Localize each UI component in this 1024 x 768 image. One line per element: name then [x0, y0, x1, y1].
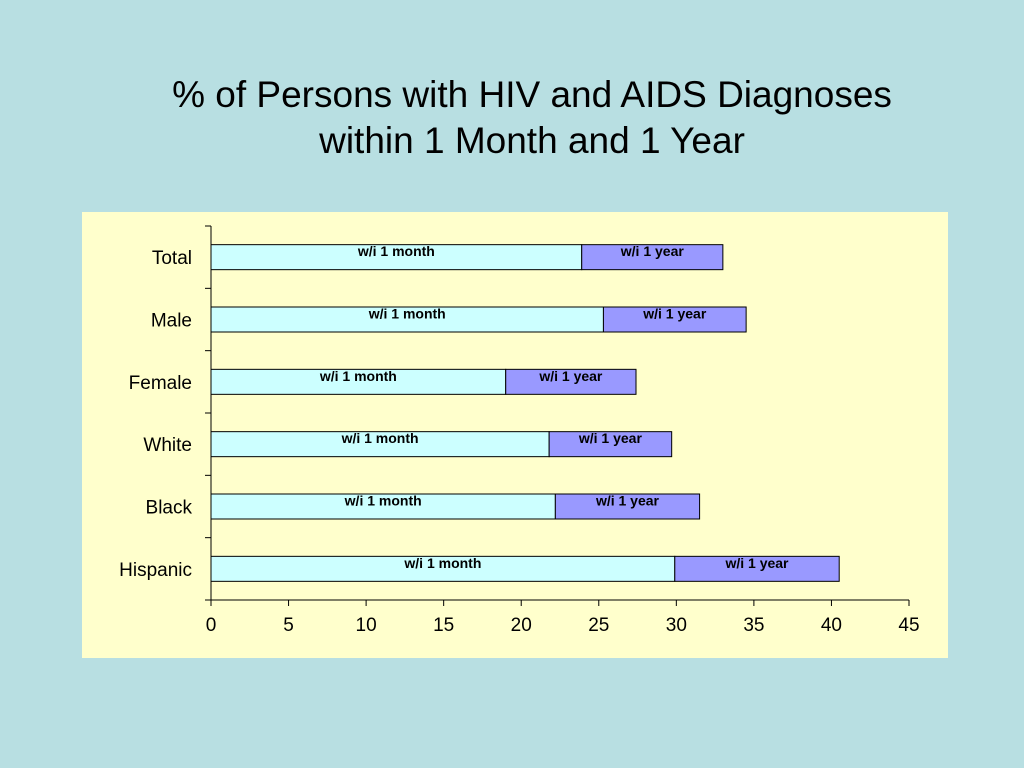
bar-chart: 0 5 10 15 20 25 30 35 40 45 Total w/i 1 month w/i 1 …: [119, 225, 920, 636]
x-tick-label: 5: [283, 615, 294, 636]
bar-label-month: w/i 1 month: [319, 368, 397, 384]
bar-label-month: w/i 1 month: [341, 430, 419, 446]
x-tick-label: 45: [898, 615, 919, 636]
category-label: Black: [146, 498, 193, 519]
bar-label-month: w/i 1 month: [403, 555, 481, 571]
x-tick-label: 15: [433, 615, 454, 636]
bar-label-year: w/i 1 year: [538, 368, 603, 384]
bar-segment-month: [210, 555, 676, 582]
slide-title-line-1: % of Persons with HIV and AIDS Diagnoses: [172, 74, 892, 115]
bar-segment-month: [210, 493, 556, 520]
slide-title: % of Persons with HIV and AIDS Diagnoses…: [0, 72, 1024, 164]
bar-label-year: w/i 1 year: [642, 306, 707, 322]
chart-panel: 0 5 10 15 20 25 30 35 40 45 Total w/i 1 month w/i 1 …: [82, 212, 948, 658]
bar-label-year: w/i 1 year: [595, 493, 660, 509]
bar-segment-month: [210, 244, 583, 271]
x-tick-label: 25: [588, 615, 609, 636]
bar-label-month: w/i 1 month: [357, 243, 435, 259]
bar-segment-year: [581, 244, 724, 271]
category-label: Total: [152, 248, 192, 269]
category-label: Male: [151, 311, 192, 332]
bar-segment-month: [210, 368, 507, 395]
x-tick-label: 35: [743, 615, 764, 636]
bar-segment-year: [602, 306, 747, 333]
bar-segment-month: [210, 431, 550, 458]
bar-segment-year: [554, 493, 701, 520]
bar-segment-year: [548, 431, 673, 458]
x-tick-label: 20: [511, 615, 532, 636]
category-label: White: [143, 435, 192, 456]
bar-segment-year: [505, 368, 637, 395]
x-tick-label: 0: [206, 615, 217, 636]
bar-label-year: w/i 1 year: [578, 430, 643, 446]
x-tick-label: 30: [666, 615, 687, 636]
bar-label-year: w/i 1 year: [620, 243, 685, 259]
bar-label-month: w/i 1 month: [368, 306, 446, 322]
category-label: Female: [129, 373, 192, 394]
bar-segment-year: [674, 555, 840, 582]
bar-segment-month: [210, 306, 604, 333]
slide-title-line-2: within 1 Month and 1 Year: [319, 120, 745, 161]
bar-label-month: w/i 1 month: [344, 493, 422, 509]
x-tick-label: 40: [821, 615, 842, 636]
x-tick-label: 10: [356, 615, 377, 636]
bar-label-year: w/i 1 year: [724, 555, 789, 571]
category-label: Hispanic: [119, 560, 192, 581]
